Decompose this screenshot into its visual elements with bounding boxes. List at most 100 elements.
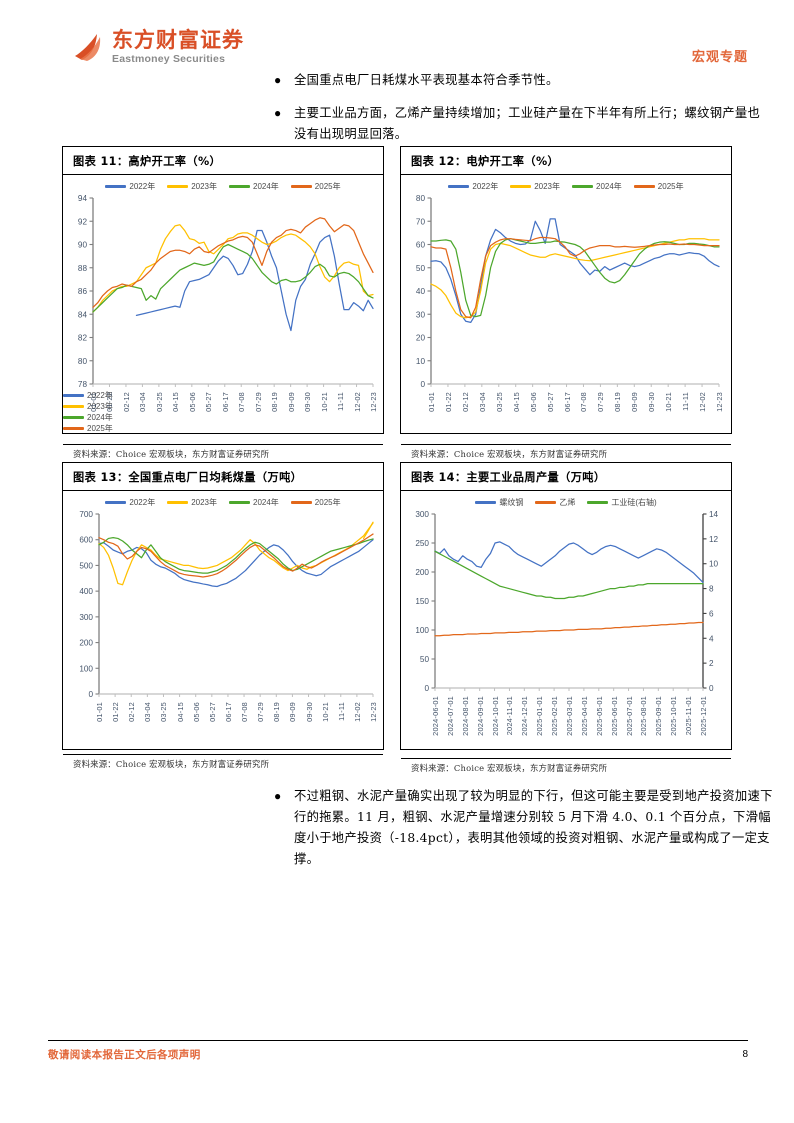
y-tick-label: 84 (78, 310, 88, 319)
legend-item: 2023年 (63, 401, 381, 412)
legend-swatch (105, 185, 127, 188)
y-tick-label: 90 (78, 241, 88, 250)
legend-item: 2024年 (229, 497, 279, 508)
legend-label: 乙烯 (559, 498, 576, 507)
legend-swatch (105, 501, 127, 504)
legend-item: 2025年 (290, 497, 341, 508)
y-tick-label: 0 (88, 690, 93, 699)
x-tick-label: 07-08 (237, 392, 247, 412)
chart-legend-11: 2022年 2023年 2024年 2025年 (63, 175, 383, 192)
chart-card-13: 图表 13：全国重点电厂日均耗煤量（万吨） 2022年 2023年 2024年 202… (62, 462, 384, 769)
x-tick-label: 05-27 (545, 392, 555, 412)
footer-disclaimer: 敬请阅读本报告正文后各项声明 (48, 1049, 201, 1061)
legend-swatch (63, 394, 84, 397)
chart-xaxis-11: 2022年 2023年 2024年 2025年 01-01 01-22 02-12 03-04… (63, 390, 381, 444)
x-tick-label: 05-06 (187, 392, 197, 412)
chart-body-13: 2022年 2023年 2024年 2025年 0 100 200 300 400 500 600… (63, 491, 383, 754)
chart-title-11: 图表 11：高炉开工率（%） (63, 147, 383, 175)
y-tick-label: 400 (79, 587, 93, 596)
legend-label: 2025年 (657, 182, 684, 191)
legend-item: 乙烯 (535, 497, 575, 508)
x-tick-label: 02-12 (127, 702, 137, 722)
y2-tick-label: 12 (709, 535, 719, 544)
chart-plot-14: 0 50 100 150 200 250 300 0 2 4 6 8 10 12 14 (401, 508, 731, 694)
y-tick-label: 78 (78, 380, 88, 389)
bullet-item: ● 全国重点电厂日耗煤水平表现基本符合季节性。 (270, 70, 770, 91)
x-tick-label: 01-01 (427, 392, 436, 412)
y-tick-label: 0 (420, 380, 425, 389)
x-tick-label: 09-30 (304, 702, 314, 722)
y-tick-label: 92 (78, 217, 88, 226)
x-tick-label: 2025-07-01 (624, 696, 634, 736)
legend-item: 2024年 (572, 181, 622, 192)
y-tick-label: 30 (416, 310, 426, 319)
x-tick-label: 2024-11-01 (505, 696, 515, 736)
legend-swatch (290, 501, 312, 504)
y-tick-label: 600 (79, 536, 93, 545)
legend-label: 2024年 (253, 498, 279, 507)
x-tick-label: 2024-06-01 (431, 696, 440, 736)
bullet-text: 全国重点电厂日耗煤水平表现基本符合季节性。 (294, 73, 559, 87)
legend-swatch (229, 501, 250, 504)
legend-label: 2024年 (596, 182, 622, 191)
chart-card-12: 图表 12：电炉开工率（%） 2022年 2023年 2024年 2025年 0 10 2… (400, 146, 732, 459)
x-tick-label: 06-17 (220, 392, 230, 412)
legend-label: 工业硅(右轴) (611, 498, 657, 507)
legend-label: 2024年 (253, 182, 279, 191)
y-tick-label: 20 (416, 334, 426, 343)
x-tick-label: 2025-09-01 (654, 696, 664, 736)
legend-swatch (475, 501, 497, 504)
header-badge: 宏观专题 (691, 50, 748, 65)
x-tick-label: 01-22 (105, 392, 115, 412)
y-tick-label: 100 (415, 626, 429, 635)
x-tick-label: 04-15 (511, 392, 521, 412)
y-tick-label: 50 (420, 655, 430, 664)
x-tick-label: 10-21 (320, 702, 330, 722)
chart-xaxis-12: 01-01 01-22 02-12 03-04 03-25 04-15 05-06 05-27… (401, 390, 729, 444)
bullet-text: 主要工业品方面，乙烯产量持续增加；工业硅产量在下半年有所上行；螺纹钢产量也没有出… (294, 106, 761, 141)
chart-legend-14: 螺纹钢 乙烯 工业硅(右轴) (401, 491, 731, 508)
x-tick-label: 2024-12-01 (520, 696, 530, 736)
y-tick-label: 100 (79, 664, 93, 673)
x-tick-label: 03-25 (159, 702, 169, 722)
y2-tick-label: 4 (709, 634, 714, 643)
legend-item: 螺纹钢 (475, 497, 523, 508)
x-tick-label: 09-09 (630, 392, 640, 412)
legend-item: 2025年 (290, 181, 341, 192)
x-tick-label: 09-30 (303, 392, 313, 412)
top-bullet-list: ● 全国重点电厂日耗煤水平表现基本符合季节性。 ● 主要工业品方面，乙烯产量持续… (270, 70, 770, 157)
x-tick-label: 12-23 (715, 392, 724, 412)
logo-text-cn: 东方财富证券 (112, 28, 244, 52)
legend-swatch (448, 185, 470, 188)
x-tick-label: 12-02 (352, 702, 362, 722)
legend-label: 2025年 (87, 424, 113, 433)
legend-item: 2025年 (63, 423, 381, 434)
y-tick-label: 70 (416, 217, 426, 226)
legend-label: 2025年 (314, 182, 341, 191)
page-number: 8 (742, 1049, 748, 1060)
chart-plot-13: 0 100 200 300 400 500 600 700 (63, 508, 383, 700)
y-tick-label: 200 (79, 639, 93, 648)
legend-item: 2023年 (167, 181, 217, 192)
company-logo: 东方财富证券 Eastmoney Securities (72, 30, 244, 65)
chart-xaxis-13: 01-01 01-22 02-12 03-04 03-25 04-15 05-06 05-27… (63, 700, 381, 754)
x-tick-label: 01-22 (111, 702, 121, 722)
y-tick-label: 0 (424, 684, 429, 693)
bullet-item: ● 主要工业品方面，乙烯产量持续增加；工业硅产量在下半年有所上行；螺纹钢产量也没… (270, 103, 770, 145)
x-tick-label: 01-01 (89, 392, 98, 412)
chart-title-14: 图表 14：主要工业品周产量（万吨） (401, 463, 731, 491)
page-footer: 敬请阅读本报告正文后各项声明 8 (48, 1040, 748, 1062)
bullet-text: 不过粗钢、水泥产量确实出现了较为明显的下行，但这可能主要是受到地产投资加速下行的… (294, 789, 773, 866)
y2-tick-label: 8 (709, 585, 714, 594)
x-tick-label: 09-09 (286, 392, 296, 412)
chart-title-13: 图表 13：全国重点电厂日均耗煤量（万吨） (63, 463, 383, 491)
eastmoney-logo-icon (72, 30, 106, 64)
x-tick-label: 10-21 (664, 392, 674, 412)
x-tick-label: 03-04 (143, 702, 153, 722)
legend-item: 2024年 (229, 181, 279, 192)
y-tick-label: 60 (416, 241, 426, 250)
y-tick-label: 500 (79, 561, 93, 570)
y-tick-label: 300 (79, 613, 93, 622)
legend-label: 2022年 (129, 182, 156, 191)
legend-label: 2025年 (314, 498, 341, 507)
